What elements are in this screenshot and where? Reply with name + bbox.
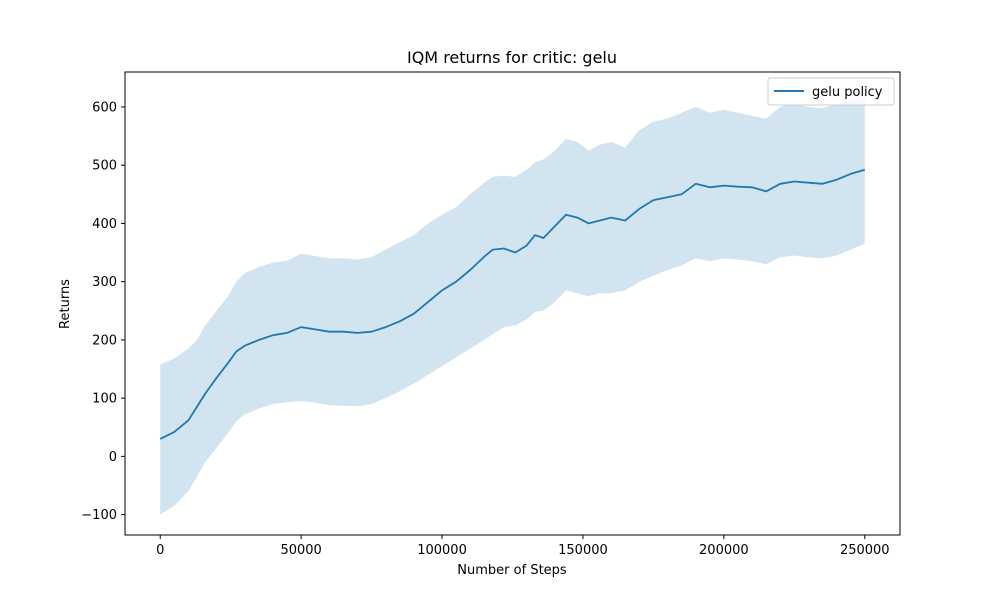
y-tick-label: 200 [92,333,117,348]
y-tick-label: 600 [92,100,117,115]
legend-label: gelu policy [812,85,883,100]
y-tick-label: 300 [92,275,117,290]
x-tick-label: 150000 [558,543,608,558]
series-line [159,168,866,440]
y-tick-label: 400 [92,217,117,232]
y-tick-label: 0 [109,450,117,465]
confidence-band [160,95,865,515]
y-tick-label: 100 [92,392,117,407]
y-axis-label: Returns [58,279,73,329]
x-tick-label: 250000 [840,543,890,558]
x-tick-label: 200000 [699,543,749,558]
x-tick-label: 50000 [280,543,321,558]
y-tick-label: 500 [92,159,117,174]
x-axis-label: Number of Steps [457,563,567,578]
x-tick-label: 100000 [417,543,467,558]
y-tick-label: −100 [81,508,117,523]
chart-title: IQM returns for critic: gelu [407,48,617,67]
plot-frame [124,71,901,536]
legend: gelu policy [767,77,895,106]
x-tick-label: 0 [156,543,164,558]
legend-box [767,77,895,106]
